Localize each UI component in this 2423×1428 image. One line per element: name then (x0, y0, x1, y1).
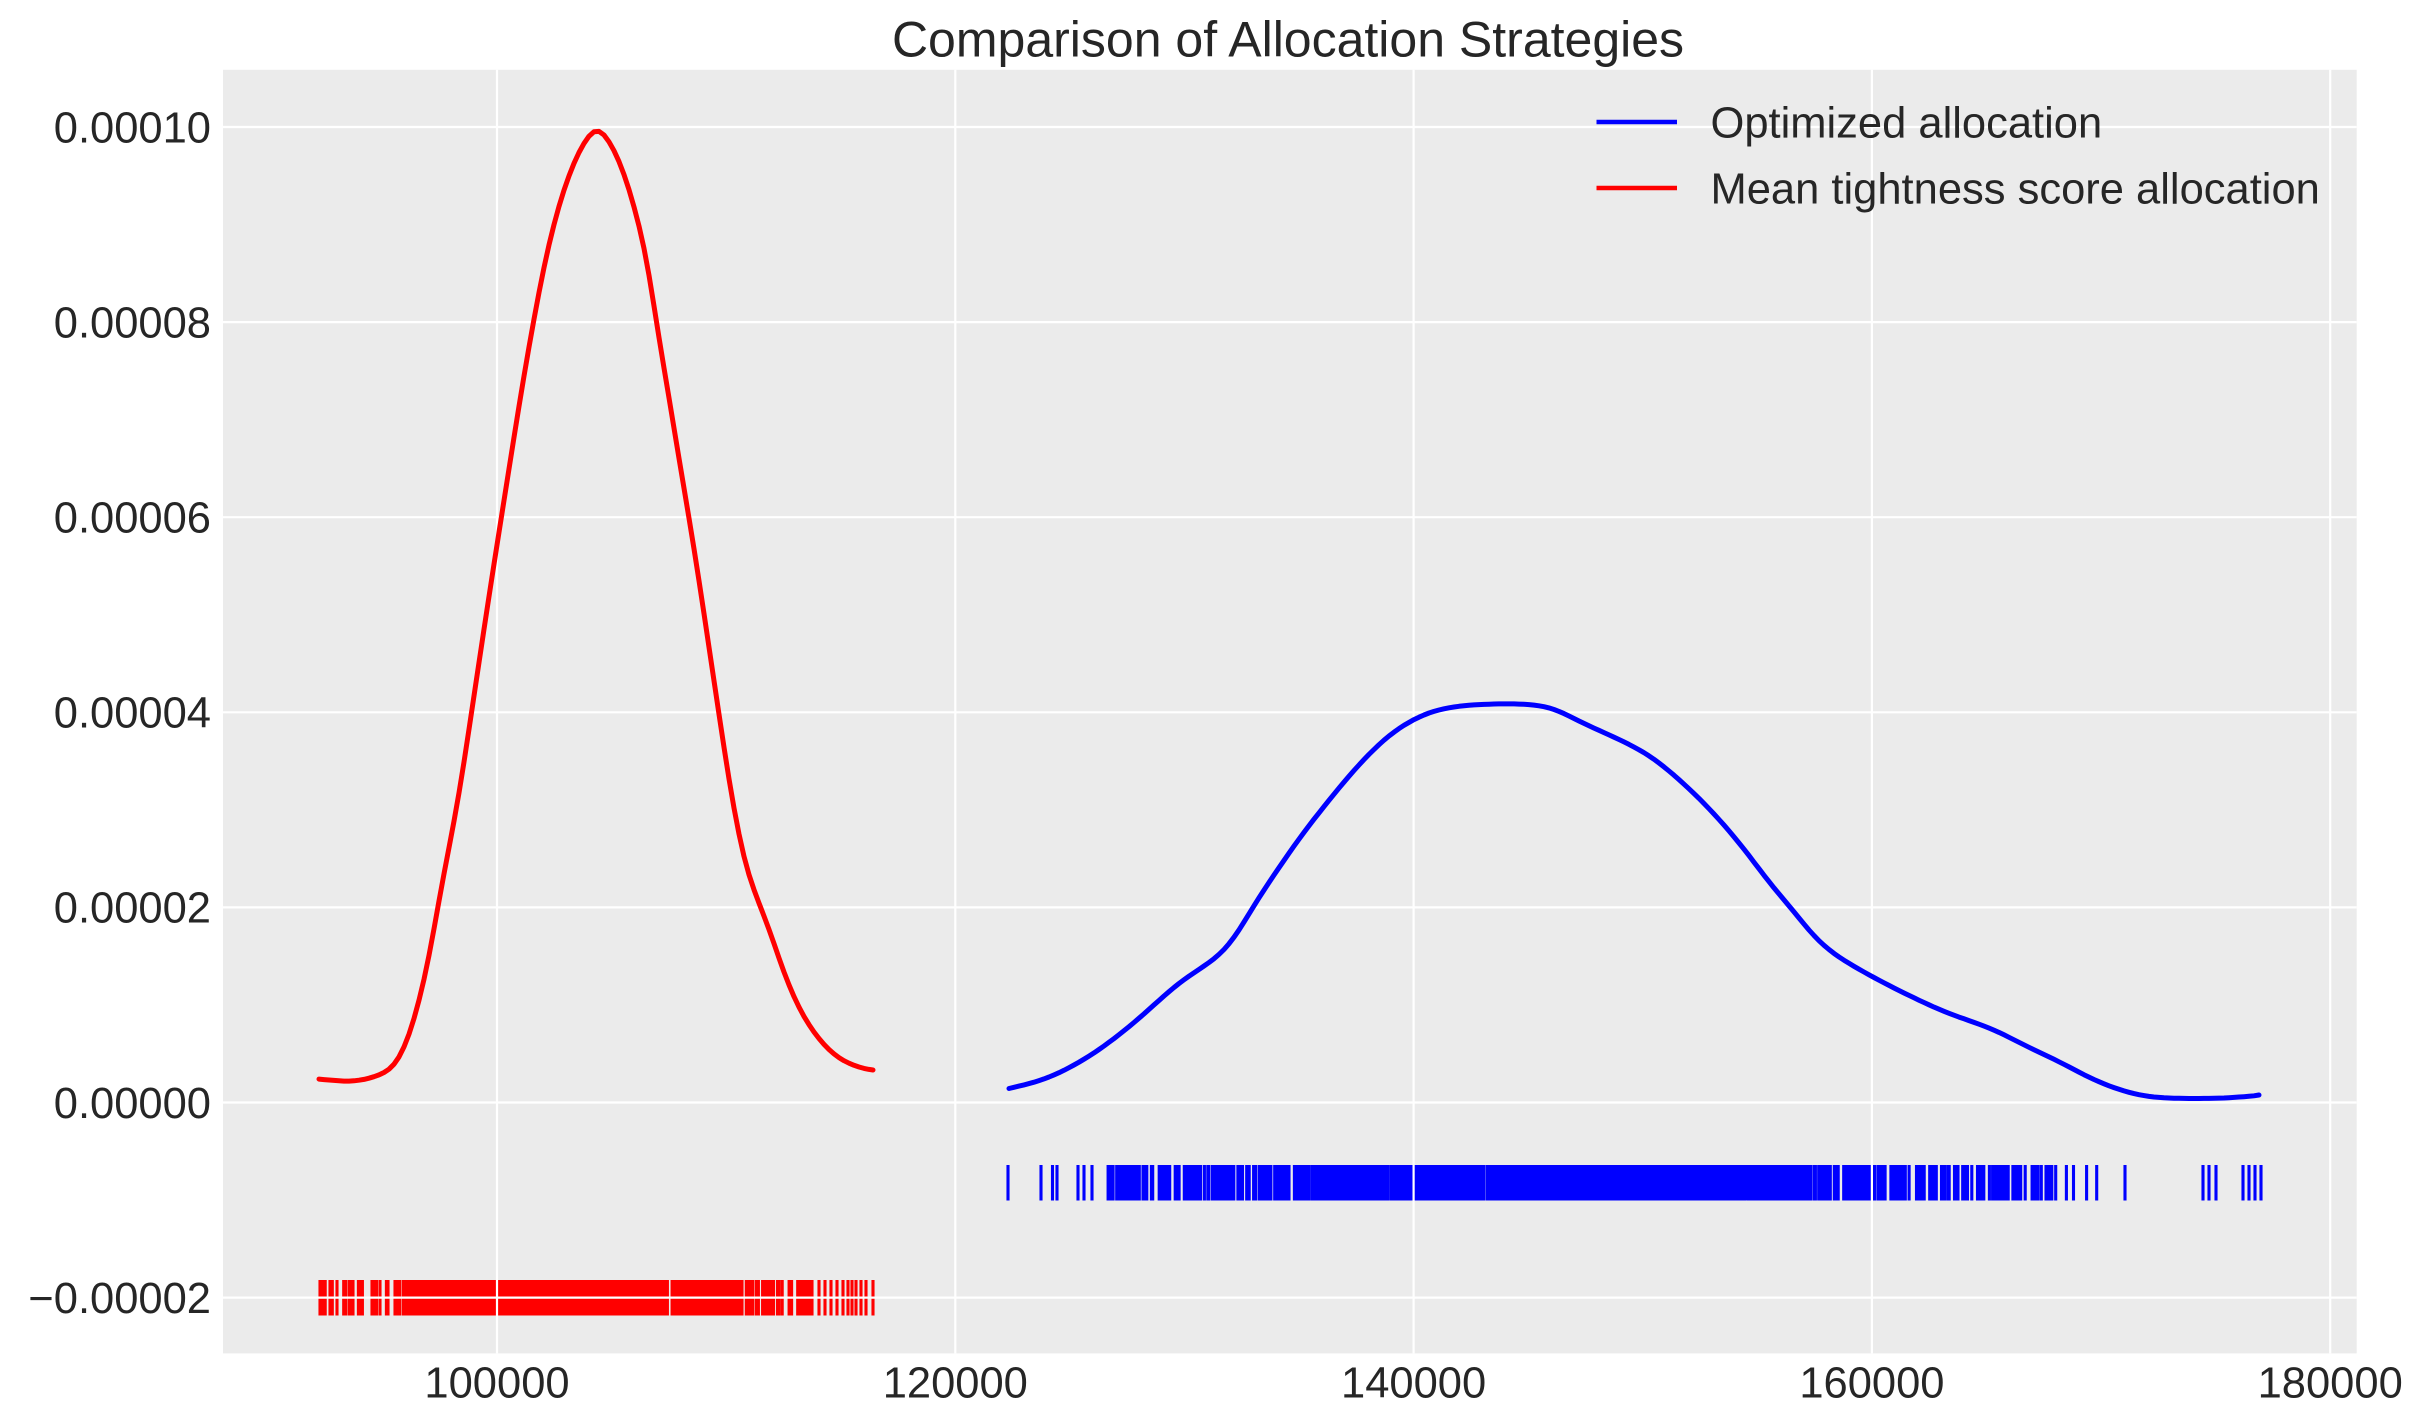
svg-text:−0.00002: −0.00002 (28, 1275, 211, 1323)
svg-text:Optimized allocation: Optimized allocation (1711, 99, 2103, 147)
svg-text:140000: 140000 (1341, 1360, 1486, 1408)
svg-text:0.00008: 0.00008 (54, 299, 211, 347)
svg-text:0.00004: 0.00004 (54, 690, 211, 738)
svg-text:0.00010: 0.00010 (54, 104, 211, 152)
svg-text:0.00002: 0.00002 (54, 885, 211, 933)
svg-text:160000: 160000 (1799, 1360, 1944, 1408)
svg-text:100000: 100000 (424, 1360, 569, 1408)
svg-text:0.00006: 0.00006 (54, 495, 211, 543)
svg-text:180000: 180000 (2258, 1360, 2403, 1408)
svg-text:Comparison of Allocation Strat: Comparison of Allocation Strategies (892, 11, 1684, 67)
svg-text:120000: 120000 (883, 1360, 1028, 1408)
svg-text:Mean tightness score allocatio: Mean tightness score allocation (1711, 165, 2320, 213)
svg-text:0.00000: 0.00000 (54, 1080, 211, 1128)
